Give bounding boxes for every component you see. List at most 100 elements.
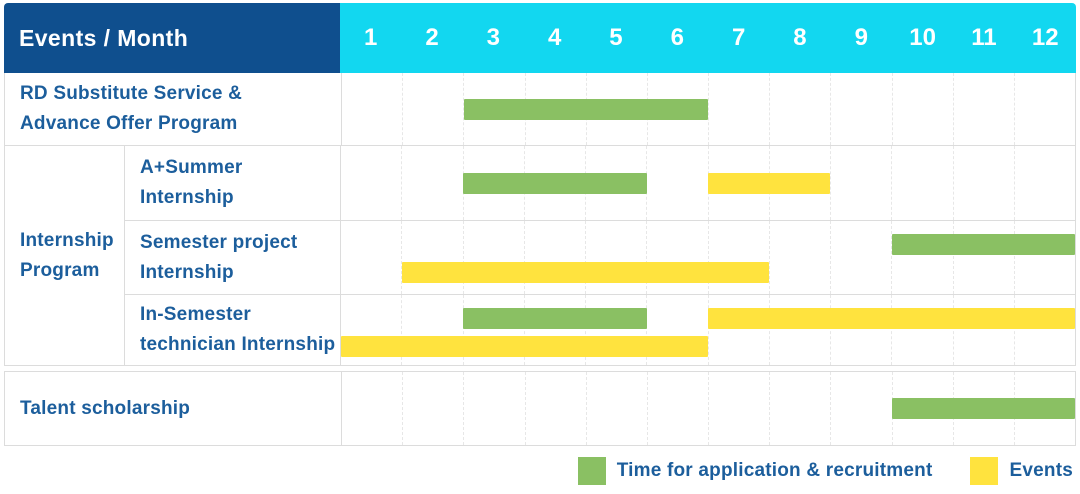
grid-cell	[646, 295, 707, 365]
month-header-3: 3	[486, 24, 500, 51]
gantt-bar-event	[341, 336, 708, 357]
table-body: RD Substitute Service & Advance Offer Pr…	[4, 73, 1076, 446]
table-row: In-Semester technician Internship	[125, 294, 1075, 365]
grid-cell	[341, 221, 401, 294]
month-header-10: 10	[909, 24, 936, 51]
grid-cell	[952, 73, 1014, 145]
row-block: Talent scholarship	[4, 371, 1076, 446]
gantt-bar-event	[708, 172, 831, 194]
row-label: RD Substitute Service & Advance Offer Pr…	[20, 83, 243, 134]
grid-cell	[646, 221, 707, 294]
table-row: Talent scholarship	[5, 372, 1075, 445]
legend-item-application: Time for application & recruitment	[577, 457, 933, 485]
month-grid	[340, 295, 1075, 365]
month-header-11: 11	[971, 24, 997, 51]
table-row: Semester project Internship	[125, 220, 1075, 294]
month-header-12: 12	[1031, 24, 1059, 51]
month-header-9: 9	[854, 24, 868, 51]
month-grid	[341, 73, 1075, 145]
table-row: RD Substitute Service & Advance Offer Pr…	[5, 73, 1075, 145]
row-label: In-Semester technician Internship	[140, 304, 336, 355]
grid-cell	[463, 73, 524, 145]
grid-cell	[646, 146, 707, 220]
grid-cell	[952, 295, 1014, 365]
grid-cell	[768, 295, 830, 365]
grid-cell	[462, 146, 524, 220]
table-row: A+Summer Internship	[125, 146, 1075, 220]
grid-cell	[585, 372, 647, 445]
gantt-bar-application	[891, 234, 1075, 255]
grid-cell	[891, 73, 953, 145]
row-label: Talent scholarship	[20, 397, 191, 419]
row-label: Semester project Internship	[140, 231, 298, 283]
gantt-bar-application	[463, 308, 647, 329]
grid-cell	[768, 221, 830, 294]
month-header-6: 6	[670, 24, 684, 51]
schedule-table: Events / Month 1 2 3 4 5 6 7 8 9 10 11 12 RD Substi…	[4, 3, 1076, 446]
grid-cell	[401, 221, 462, 294]
grid-cell	[708, 73, 769, 145]
grid-cell	[1013, 295, 1075, 365]
gantt-bar-event	[708, 308, 1075, 329]
corner-header: Events / Month	[4, 3, 340, 73]
grid-cell	[585, 221, 646, 294]
table-header: Events / Month 1 2 3 4 5 6 7 8 9 10 11 12	[4, 3, 1076, 73]
month-grid	[340, 146, 1075, 220]
legend: Time for application & recruitment Event…	[0, 457, 1073, 485]
month-header-row: 1 2 3 4 5 6 7 8 9 10 11 12	[340, 3, 1076, 73]
row-label: A+Summer Internship	[140, 157, 243, 208]
month-header-8: 8	[793, 24, 807, 51]
grid-cell	[891, 295, 952, 365]
grid-cell	[891, 146, 952, 220]
legend-item-events: Events	[970, 457, 1073, 485]
grid-cell	[830, 295, 891, 365]
grid-cell	[769, 73, 830, 145]
grid-cell	[462, 295, 524, 365]
green-swatch-icon	[577, 457, 606, 485]
grid-cell	[402, 372, 463, 445]
month-header-5: 5	[609, 24, 623, 51]
grid-cell	[401, 146, 462, 220]
month-header-4: 4	[547, 24, 562, 51]
grid-cell	[402, 73, 463, 145]
grid-cell	[830, 221, 891, 294]
grid-cell	[341, 146, 401, 220]
grid-cell	[585, 295, 646, 365]
legend-label-events: Events	[1009, 460, 1073, 481]
grid-cell	[342, 73, 402, 145]
row-group-label: Internship Program	[5, 146, 125, 365]
grid-cell	[1013, 221, 1075, 294]
grid-cell	[707, 295, 769, 365]
grid-cell	[707, 221, 769, 294]
grid-cell	[952, 221, 1014, 294]
grid-cell	[463, 372, 524, 445]
grid-cell	[952, 146, 1014, 220]
month-header-2: 2	[425, 24, 439, 51]
grid-cell	[523, 221, 585, 294]
gantt-bar-event	[402, 262, 770, 283]
gantt-bar-application	[463, 172, 647, 194]
legend-label-application: Time for application & recruitment	[616, 460, 933, 481]
grid-cell	[769, 372, 830, 445]
grid-cell	[1013, 146, 1075, 220]
month-grid	[341, 372, 1075, 445]
gantt-bar-application	[891, 398, 1075, 419]
grid-cell	[342, 372, 402, 445]
grid-cell	[830, 73, 891, 145]
grid-cell	[523, 295, 585, 365]
grid-cell	[891, 221, 952, 294]
month-header-7: 7	[731, 24, 746, 51]
grid-cell	[524, 372, 586, 445]
grid-cell	[462, 221, 524, 294]
gantt-bar-application	[464, 98, 709, 120]
grid-cell	[401, 295, 462, 365]
yellow-swatch-icon	[970, 457, 999, 485]
grid-cell	[830, 372, 891, 445]
row-group-block: Internship Program A+Summer Internship Sem…	[4, 146, 1076, 366]
grid-cell	[830, 146, 891, 220]
row-block: RD Substitute Service & Advance Offer Pr…	[4, 73, 1076, 146]
grid-cell	[708, 372, 769, 445]
month-grid	[340, 221, 1075, 294]
month-header-1: 1	[363, 24, 378, 51]
